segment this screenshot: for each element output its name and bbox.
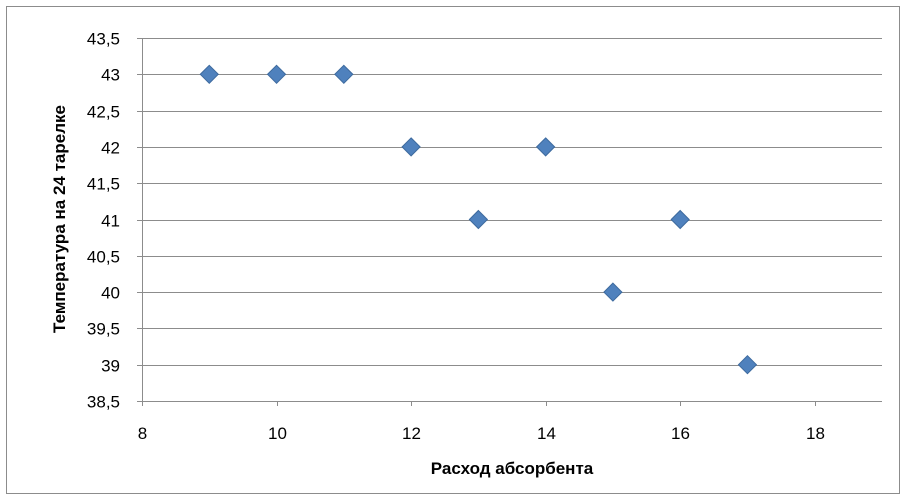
data-point — [401, 137, 421, 157]
data-point — [468, 209, 489, 230]
y-tick-label: 39,5 — [87, 320, 120, 339]
data-point — [737, 354, 758, 375]
y-tick-label: 41,5 — [87, 175, 120, 194]
data-point — [603, 282, 623, 302]
x-tick-label: 14 — [537, 424, 556, 443]
gridlines — [142, 38, 882, 402]
data-point — [670, 209, 690, 230]
y-tick-labels: 38,5 39 39,5 40 40,5 41 41,5 42 42,5 43 43,5 — [87, 30, 120, 412]
y-tick-label: 39 — [101, 357, 120, 376]
y-tick-label: 43,5 — [87, 30, 120, 49]
y-tick-label: 42,5 — [87, 103, 120, 122]
x-tick-label: 16 — [671, 424, 690, 443]
y-tick-label: 40 — [101, 284, 120, 303]
x-tick-label: 18 — [806, 424, 825, 443]
x-tick-label: 10 — [268, 424, 287, 443]
data-point — [199, 64, 219, 85]
x-tick-labels: 8 10 12 14 16 18 — [138, 424, 825, 443]
x-axis-title: Расход абсорбента — [431, 459, 594, 478]
data-point — [266, 64, 287, 85]
data-point — [535, 137, 556, 157]
y-axis-title: Температура на 24 тарелке — [50, 105, 69, 333]
axes — [137, 38, 882, 406]
y-tick-label: 41 — [101, 212, 120, 231]
y-tick-label: 42 — [101, 139, 120, 158]
chart-frame — [6, 6, 900, 494]
y-tick-label: 40,5 — [87, 248, 120, 267]
y-tick-label: 43 — [101, 66, 120, 85]
x-tick-label: 12 — [402, 424, 421, 443]
data-point — [334, 64, 354, 85]
y-tick-label: 38,5 — [87, 393, 120, 412]
x-tick-label: 8 — [138, 424, 147, 443]
data-points — [199, 64, 758, 375]
